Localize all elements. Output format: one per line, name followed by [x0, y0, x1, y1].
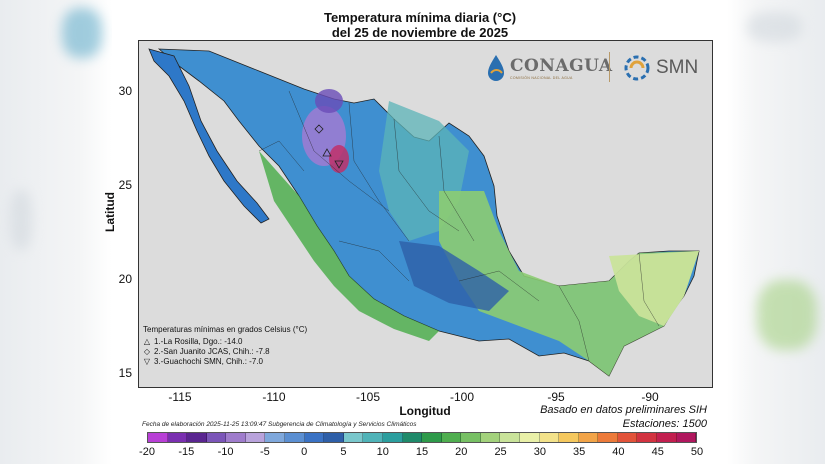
map-subtitle: del 25 de noviembre de 2025	[331, 25, 509, 40]
legend-entry-2-text: 2.-San Juanito JCAS, Chih.: -7.8	[154, 347, 270, 356]
colorbar-segment	[226, 433, 246, 442]
colorbar-segment	[500, 433, 520, 442]
colorbar-segment	[637, 433, 658, 442]
conagua-drop-icon	[488, 55, 504, 81]
source-note: Basado en datos preliminares SIH	[540, 404, 707, 416]
colorbar-tick-label: 5	[340, 446, 347, 458]
colorbar-tick-label: 35	[573, 446, 586, 458]
smn-logo: SMN	[622, 48, 698, 88]
station-count: Estaciones: 1500	[622, 418, 707, 430]
colorbar-segment	[461, 433, 481, 442]
conagua-logo: CONAGUA COMISIÓN NACIONAL DEL AGUA	[485, 48, 613, 88]
baja-california	[148, 48, 270, 224]
colorbar-tick-label: 50	[690, 446, 704, 458]
colorbar-segment	[441, 433, 462, 442]
station-marker-san-juanito	[314, 124, 324, 134]
temperature-colorbar	[147, 432, 697, 443]
colorbar-segment	[657, 433, 677, 442]
colorbar-segment	[382, 433, 403, 442]
triangle-down-icon: ▽	[143, 357, 151, 366]
smn-wordmark: SMN	[656, 57, 699, 78]
colorbar-tick-label: 30	[533, 446, 546, 458]
triangle-up-icon: △	[143, 337, 151, 346]
legend-heading: Temperaturas mínimas en grados Celsius (…	[143, 325, 308, 334]
x-tick-minus90: -90	[641, 390, 659, 404]
colorbar-tick-label: -10	[217, 446, 234, 458]
y-tick-20: 20	[118, 272, 132, 286]
left-blurred-panel	[0, 0, 112, 464]
colorbar-segment	[245, 433, 266, 442]
legend-entry-2: ◇ 2.-San Juanito JCAS, Chih.: -7.8	[143, 347, 333, 357]
legend-entry-3-text: 3.-Guachochi SMN, Chih.: -7.0	[154, 357, 263, 366]
legend-entry-1-text: 1.-La Rosilla, Dgo.: -14.0	[154, 337, 243, 346]
colorbar-segment	[598, 433, 618, 442]
right-blurred-panel	[727, 0, 825, 464]
colorbar-segment	[265, 433, 286, 442]
colorbar-segment	[617, 433, 638, 442]
colorbar-tick-label: -20	[139, 446, 155, 458]
colorbar-segment	[187, 433, 207, 442]
diamond-icon: ◇	[143, 347, 151, 356]
x-tick-minus115: -115	[168, 390, 192, 404]
colorbar-tick-label: 15	[415, 446, 429, 458]
station-marker-guachochi	[334, 160, 344, 169]
y-tick-15: 15	[118, 366, 132, 380]
legend-entry-1: △ 1.-La Rosilla, Dgo.: -14.0	[143, 337, 333, 347]
conagua-subtext: COMISIÓN NACIONAL DEL AGUA	[510, 76, 573, 80]
colorbar-segment	[519, 433, 540, 442]
station-legend: Temperaturas mínimas en grados Celsius (…	[143, 325, 333, 367]
colorbar-segment	[402, 433, 423, 442]
logo-divider	[609, 52, 610, 82]
colorbar-segment	[324, 433, 344, 442]
station-marker-la-rosilla	[322, 148, 332, 157]
legend-entry-3: ▽ 3.-Guachochi SMN, Chih.: -7.0	[143, 357, 333, 367]
colorbar-segment	[578, 433, 599, 442]
x-tick-minus110: -110	[262, 390, 286, 404]
colorbar-tick-label: 0	[301, 446, 308, 458]
colorbar-segment	[363, 433, 383, 442]
smn-emblem-icon	[624, 55, 650, 81]
y-tick-25: 25	[118, 178, 132, 192]
x-axis-label: Longitud	[399, 404, 451, 418]
colorbar-segment	[304, 433, 325, 442]
colorbar-segment	[343, 433, 364, 442]
colorbar-tick-label: -5	[259, 446, 270, 458]
x-tick-minus95: -95	[547, 390, 565, 404]
map-frame	[138, 40, 713, 388]
temperature-map	[139, 41, 712, 387]
colorbar-tick-label: 45	[651, 446, 664, 458]
colorbar-segment	[559, 433, 579, 442]
colorbar-segment	[422, 433, 442, 442]
conagua-wordmark: CONAGUA	[510, 56, 613, 76]
colorbar-segment	[206, 433, 227, 442]
colorbar-tick-label: -15	[178, 446, 195, 458]
colorbar-tick-label: 20	[455, 446, 468, 458]
creation-date-note: Fecha de elaboración 2025-11-25 13:09:47…	[142, 421, 417, 428]
colorbar-tick-label: 10	[376, 446, 389, 458]
colorbar-segment	[167, 433, 188, 442]
colorbar-tick-label: 40	[612, 446, 625, 458]
x-tick-minus100: -100	[449, 390, 475, 404]
colorbar-segment	[480, 433, 501, 442]
colorbar-segment	[539, 433, 560, 442]
y-axis-label: Latitud	[103, 192, 117, 232]
x-tick-minus105: -105	[355, 390, 381, 404]
map-title: Temperatura mínima diaria (°C)	[323, 10, 517, 25]
colorbar-tick-label: 25	[494, 446, 507, 458]
colorbar-segment	[148, 433, 168, 442]
colorbar-segment	[285, 433, 305, 442]
y-tick-30: 30	[118, 84, 132, 98]
colorbar-segment	[676, 433, 697, 442]
